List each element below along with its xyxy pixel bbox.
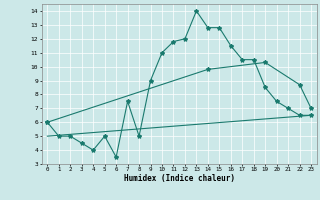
- X-axis label: Humidex (Indice chaleur): Humidex (Indice chaleur): [124, 174, 235, 183]
